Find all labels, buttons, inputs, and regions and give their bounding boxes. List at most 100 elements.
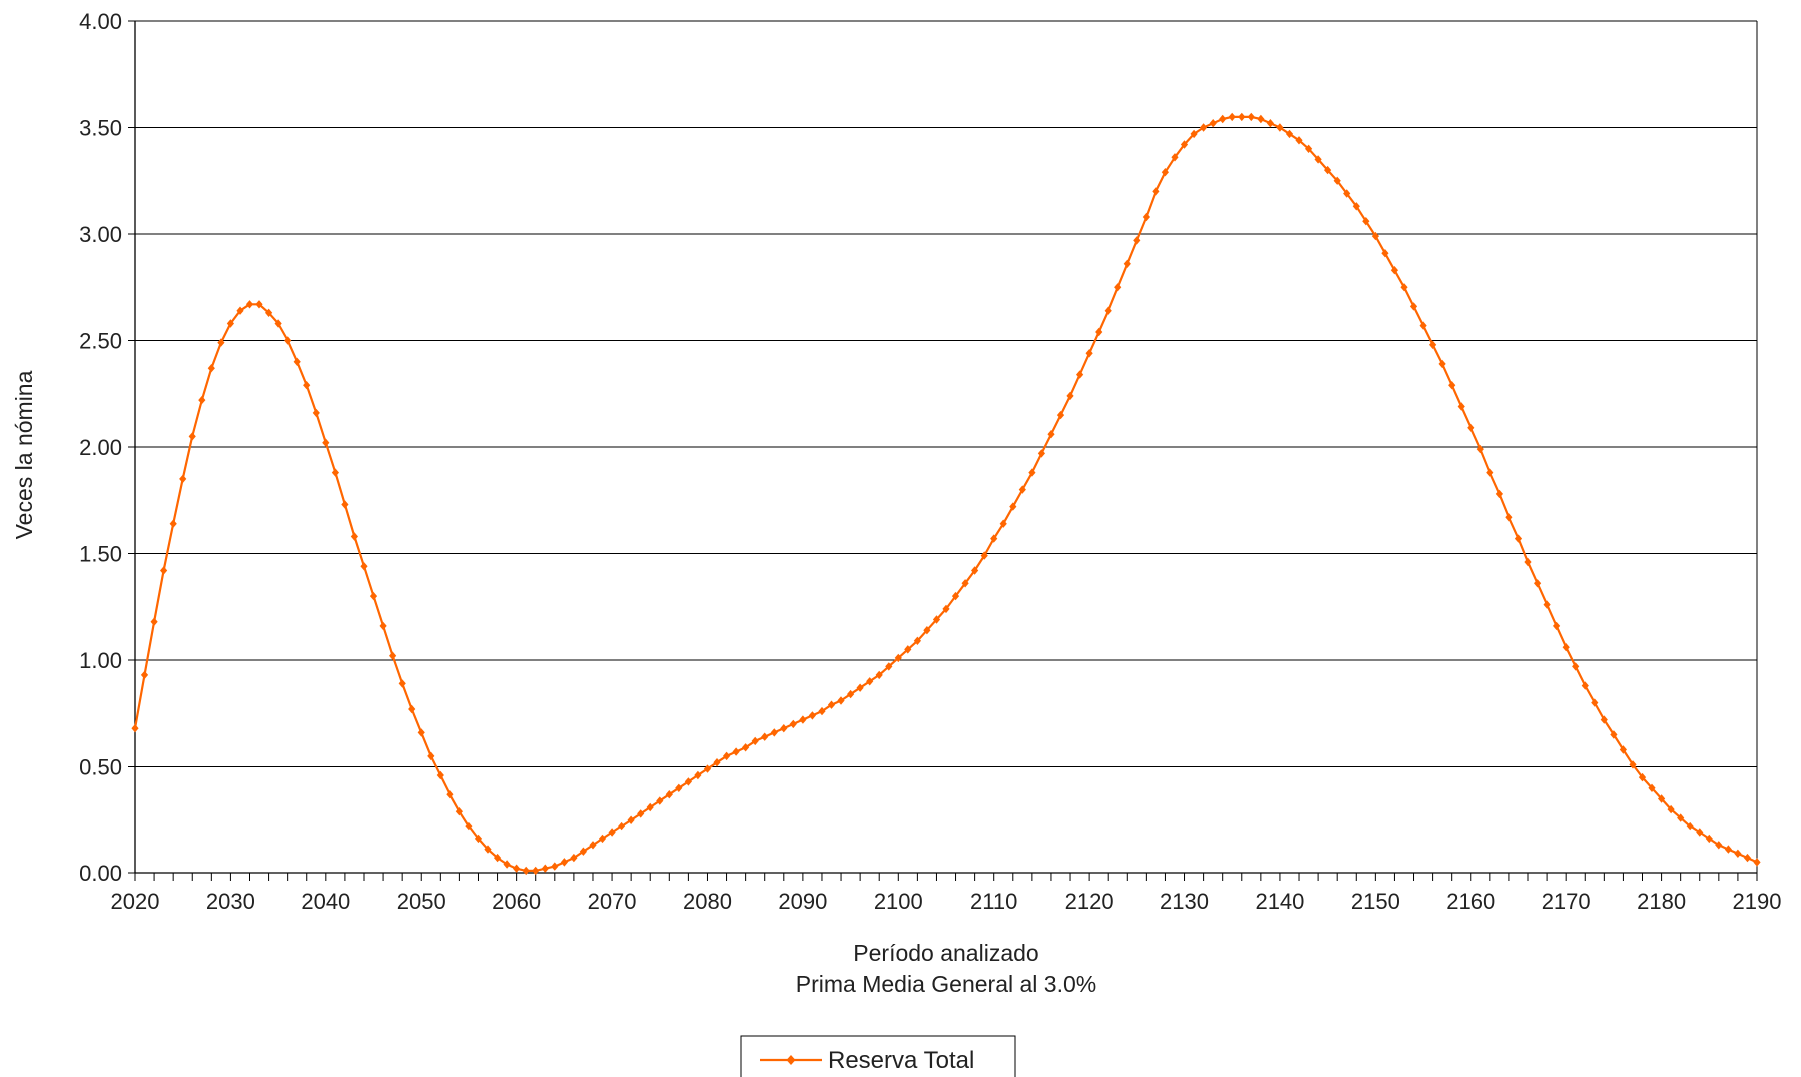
data-point-marker bbox=[188, 432, 196, 441]
x-tick-label: 2180 bbox=[1637, 889, 1686, 914]
data-point-marker bbox=[1276, 123, 1284, 132]
data-point-marker bbox=[1581, 681, 1589, 690]
data-point-marker bbox=[608, 828, 616, 837]
data-point-marker bbox=[1562, 643, 1570, 652]
data-point-marker bbox=[1476, 444, 1484, 454]
data-point-marker bbox=[589, 841, 597, 850]
data-point-marker bbox=[1028, 468, 1036, 477]
data-point-marker bbox=[1467, 423, 1475, 432]
y-tick-label: 3.00 bbox=[79, 222, 122, 247]
data-point-marker bbox=[541, 864, 549, 873]
data-point-marker bbox=[1190, 129, 1198, 139]
data-point-marker bbox=[1409, 302, 1418, 311]
data-point-marker bbox=[1352, 202, 1360, 211]
data-point-marker bbox=[1629, 760, 1637, 769]
data-point-marker bbox=[713, 758, 721, 767]
data-point-marker bbox=[379, 621, 387, 631]
data-point-marker bbox=[904, 645, 912, 654]
data-point-marker bbox=[532, 866, 540, 876]
data-point-marker bbox=[284, 336, 292, 345]
data-point-marker bbox=[1314, 155, 1322, 164]
legend-box bbox=[740, 1035, 1016, 1077]
data-point-marker bbox=[932, 615, 941, 624]
data-point-marker bbox=[1715, 841, 1723, 850]
data-point-marker bbox=[732, 747, 740, 756]
y-axis-title: Veces la nómina bbox=[11, 370, 37, 539]
x-tick-label: 2020 bbox=[111, 889, 160, 914]
data-point-marker bbox=[579, 847, 587, 856]
data-point-marker bbox=[1600, 715, 1608, 724]
data-point-marker bbox=[255, 300, 263, 309]
y-tick-label: 1.50 bbox=[79, 542, 122, 567]
data-point-marker bbox=[207, 364, 215, 373]
data-point-marker bbox=[875, 670, 883, 680]
data-point-marker bbox=[150, 617, 158, 626]
x-tick-label: 2110 bbox=[970, 889, 1017, 914]
data-point-marker bbox=[1219, 114, 1227, 124]
data-point-marker bbox=[799, 715, 807, 724]
data-point-marker bbox=[1295, 136, 1303, 145]
data-point-marker bbox=[236, 306, 244, 315]
data-point-marker bbox=[1743, 853, 1752, 863]
data-point-marker bbox=[627, 815, 635, 824]
data-point-marker bbox=[474, 834, 483, 844]
data-point-marker bbox=[465, 821, 473, 831]
data-point-marker bbox=[1381, 249, 1389, 258]
data-point-marker bbox=[827, 700, 836, 709]
data-point-marker bbox=[293, 357, 301, 366]
data-point-marker bbox=[913, 636, 921, 645]
x-tick-label: 2190 bbox=[1733, 889, 1782, 914]
x-tick-label: 2100 bbox=[874, 889, 923, 914]
data-point-marker bbox=[484, 845, 492, 854]
data-point-marker bbox=[245, 300, 254, 309]
data-point-marker bbox=[646, 802, 654, 812]
data-point-marker bbox=[1648, 783, 1656, 792]
legend: Reserva Total bbox=[740, 1035, 1016, 1077]
y-tick-labels: 0.00 0.50 1.00 1.50 2.00 2.50 3.00 3.50 4.00 bbox=[79, 9, 122, 886]
data-point-marker bbox=[847, 689, 855, 699]
x-tick-label: 2090 bbox=[778, 889, 827, 914]
data-point-marker bbox=[312, 408, 320, 418]
data-point-marker bbox=[1037, 449, 1045, 458]
data-point-marker bbox=[742, 743, 750, 752]
data-point-marker bbox=[675, 783, 683, 792]
legend-entry-reserva-total: Reserva Total bbox=[828, 1047, 974, 1074]
x-tick-label: 2050 bbox=[397, 889, 446, 914]
data-point-marker bbox=[1753, 858, 1761, 867]
data-point-marker bbox=[856, 683, 864, 692]
data-point-marker bbox=[808, 711, 816, 720]
data-point-marker bbox=[1018, 485, 1026, 494]
data-point-marker bbox=[1200, 123, 1208, 132]
data-point-marker bbox=[1228, 112, 1236, 122]
y-tick-label: 0.00 bbox=[79, 861, 122, 886]
data-point-marker bbox=[179, 474, 187, 484]
legend-diamond-marker bbox=[786, 1055, 796, 1065]
data-point-marker bbox=[1047, 430, 1055, 439]
y-tick-label: 4.00 bbox=[79, 9, 122, 34]
data-point-marker bbox=[1257, 114, 1265, 124]
data-point-marker bbox=[522, 866, 530, 876]
data-point-marker bbox=[665, 790, 673, 799]
data-point-marker bbox=[274, 319, 282, 328]
y-tick-label: 2.50 bbox=[79, 329, 122, 354]
data-point-marker bbox=[198, 395, 206, 405]
data-point-marker bbox=[1095, 327, 1103, 337]
data-point-marker bbox=[1209, 119, 1217, 128]
data-point-marker bbox=[780, 724, 788, 733]
series-reserva-total bbox=[131, 112, 1761, 876]
x-tick-label: 2150 bbox=[1351, 889, 1400, 914]
data-point-marker bbox=[570, 853, 578, 863]
data-point-marker bbox=[217, 338, 225, 347]
x-tick-label: 2060 bbox=[492, 889, 541, 914]
data-point-marker bbox=[1591, 698, 1599, 707]
x-axis-title: Período analizado bbox=[853, 940, 1038, 966]
data-point-marker bbox=[1457, 402, 1465, 411]
data-point-marker bbox=[1486, 468, 1494, 477]
data-point-marker bbox=[951, 591, 960, 601]
data-point-marker bbox=[1534, 579, 1542, 588]
data-point-marker bbox=[1056, 410, 1065, 420]
data-point-marker bbox=[1400, 283, 1408, 292]
data-point-marker bbox=[331, 468, 339, 477]
data-point-marker bbox=[265, 308, 273, 317]
